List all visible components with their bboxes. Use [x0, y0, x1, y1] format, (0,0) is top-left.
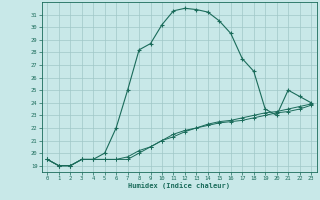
X-axis label: Humidex (Indice chaleur): Humidex (Indice chaleur)	[128, 183, 230, 189]
